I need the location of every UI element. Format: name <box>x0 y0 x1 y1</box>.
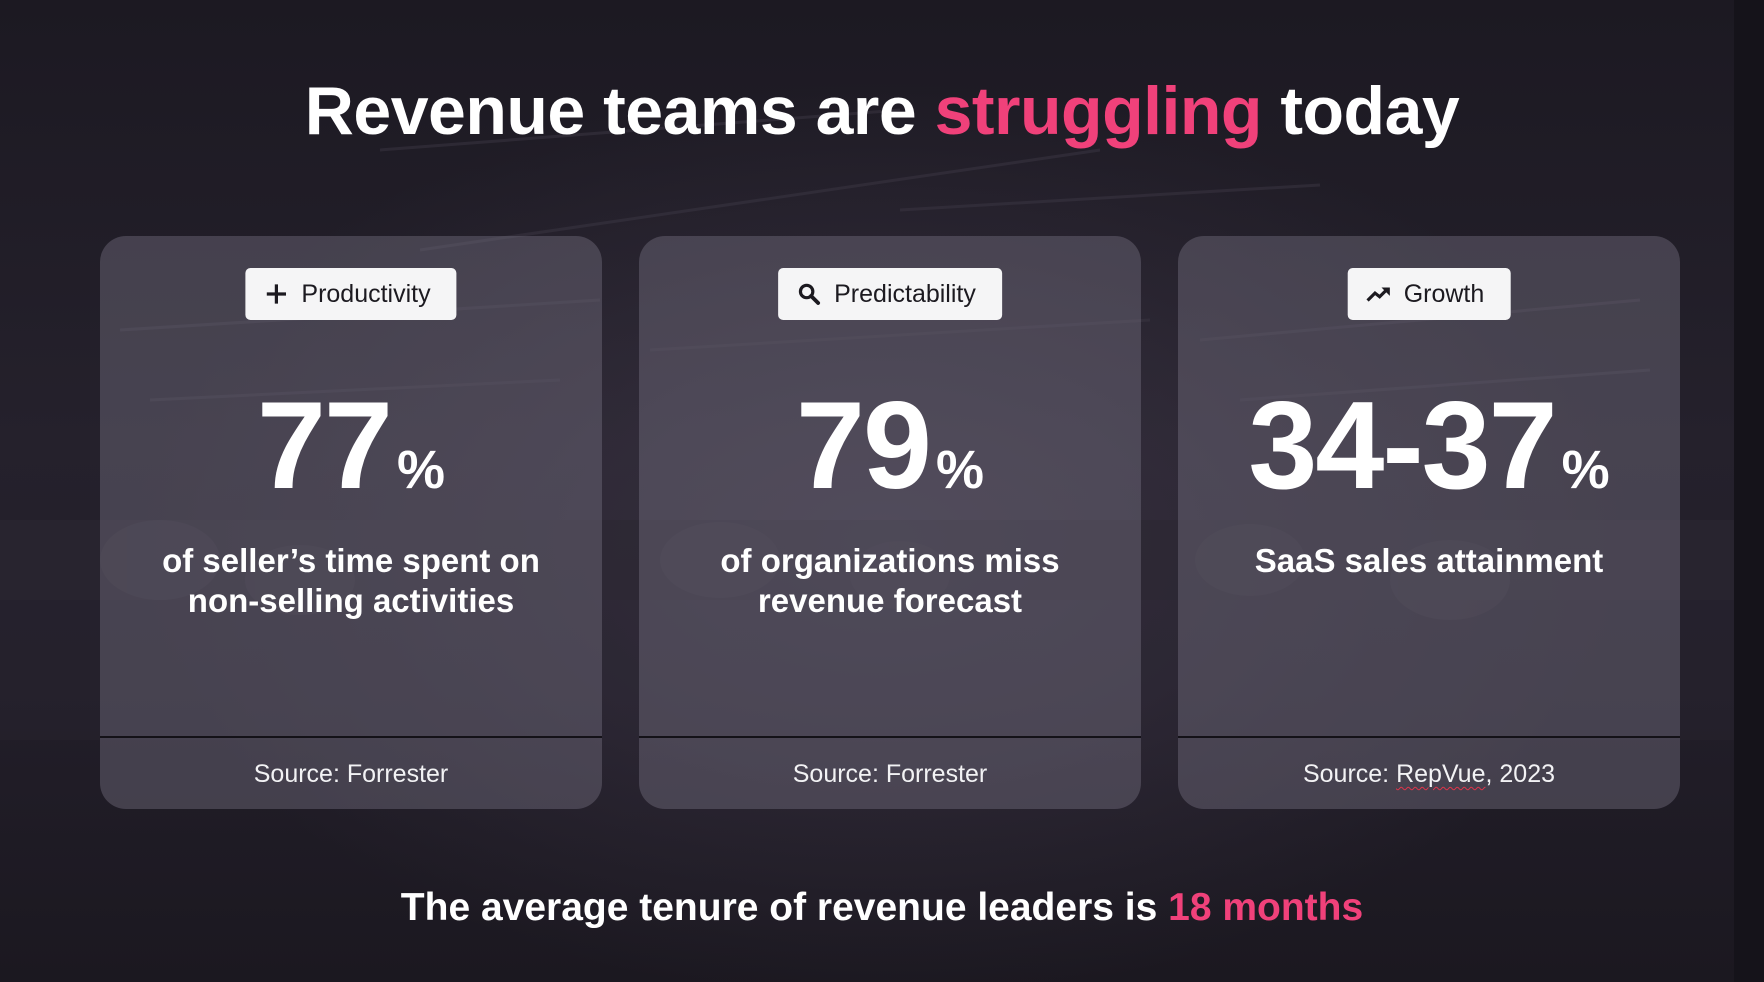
stat-value-block: 79% <box>639 384 1141 508</box>
card-divider <box>100 736 602 738</box>
stat-card-growth: Growth 34-37% SaaS sales attainment Sour… <box>1178 236 1680 809</box>
tag-label: Growth <box>1403 279 1485 308</box>
footer-highlight: 18 months <box>1168 886 1364 929</box>
plus-icon <box>263 281 289 307</box>
source-name: Forrester <box>346 760 449 788</box>
source-prefix: Source: <box>253 760 347 788</box>
source-name: RepVue <box>1396 760 1486 788</box>
stat-card-predictability: Predictability 79% of organizations miss… <box>639 236 1141 809</box>
stat-value-block: 34-37% <box>1178 384 1680 508</box>
source-name: Forrester <box>885 760 988 788</box>
headline: Revenue teams are struggling today <box>0 72 1764 150</box>
description-line-2: revenue forecast <box>757 582 1023 619</box>
trending-up-icon <box>1366 281 1392 307</box>
card-divider <box>639 736 1141 738</box>
headline-highlight: struggling <box>934 73 1263 149</box>
source-prefix: Source: <box>1302 760 1397 788</box>
tag-productivity: Productivity <box>245 268 457 320</box>
stat-value-block: 77% <box>100 384 602 508</box>
stat-unit: % <box>1561 440 1610 500</box>
footer-before: The average tenure of revenue leaders is <box>400 886 1169 929</box>
tag-label: Productivity <box>301 279 431 308</box>
source-suffix: , 2023 <box>1485 760 1556 788</box>
tag-label: Predictability <box>834 279 976 308</box>
card-divider <box>1178 736 1680 738</box>
headline-after: today <box>1261 73 1460 149</box>
tag-predictability: Predictability <box>778 268 1002 320</box>
stat-unit: % <box>396 440 445 500</box>
tag-growth: Growth <box>1347 268 1511 320</box>
source-prefix: Source: <box>792 760 886 788</box>
source-text: Source: Forrester <box>100 760 602 789</box>
stat-value: 77 <box>257 377 393 515</box>
source-text: Source: RepVue, 2023 <box>1178 760 1680 789</box>
stat-value: 34-37 <box>1248 377 1557 515</box>
source-text: Source: Forrester <box>639 760 1141 789</box>
right-edge-strip <box>1734 0 1764 982</box>
description-line-1: SaaS sales attainment <box>1254 542 1604 579</box>
headline-before: Revenue teams are <box>304 73 935 149</box>
footer-statement: The average tenure of revenue leaders is… <box>0 886 1764 930</box>
stat-unit: % <box>935 440 984 500</box>
stat-description: of organizations miss revenue forecast <box>659 541 1121 621</box>
description-line-1: of organizations miss <box>720 542 1060 579</box>
stat-description: SaaS sales attainment <box>1198 541 1660 581</box>
stat-description: of seller’s time spent on non-selling ac… <box>120 541 582 621</box>
search-icon <box>796 281 822 307</box>
description-line-2: non-selling activities <box>187 582 515 619</box>
description-line-1: of seller’s time spent on <box>162 542 540 579</box>
stat-value: 79 <box>796 377 932 515</box>
stat-card-productivity: Productivity 77% of seller’s time spent … <box>100 236 602 809</box>
